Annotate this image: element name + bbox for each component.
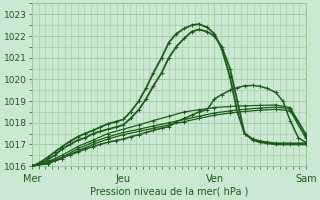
X-axis label: Pression niveau de la mer( hPa ): Pression niveau de la mer( hPa ) [90,187,248,197]
